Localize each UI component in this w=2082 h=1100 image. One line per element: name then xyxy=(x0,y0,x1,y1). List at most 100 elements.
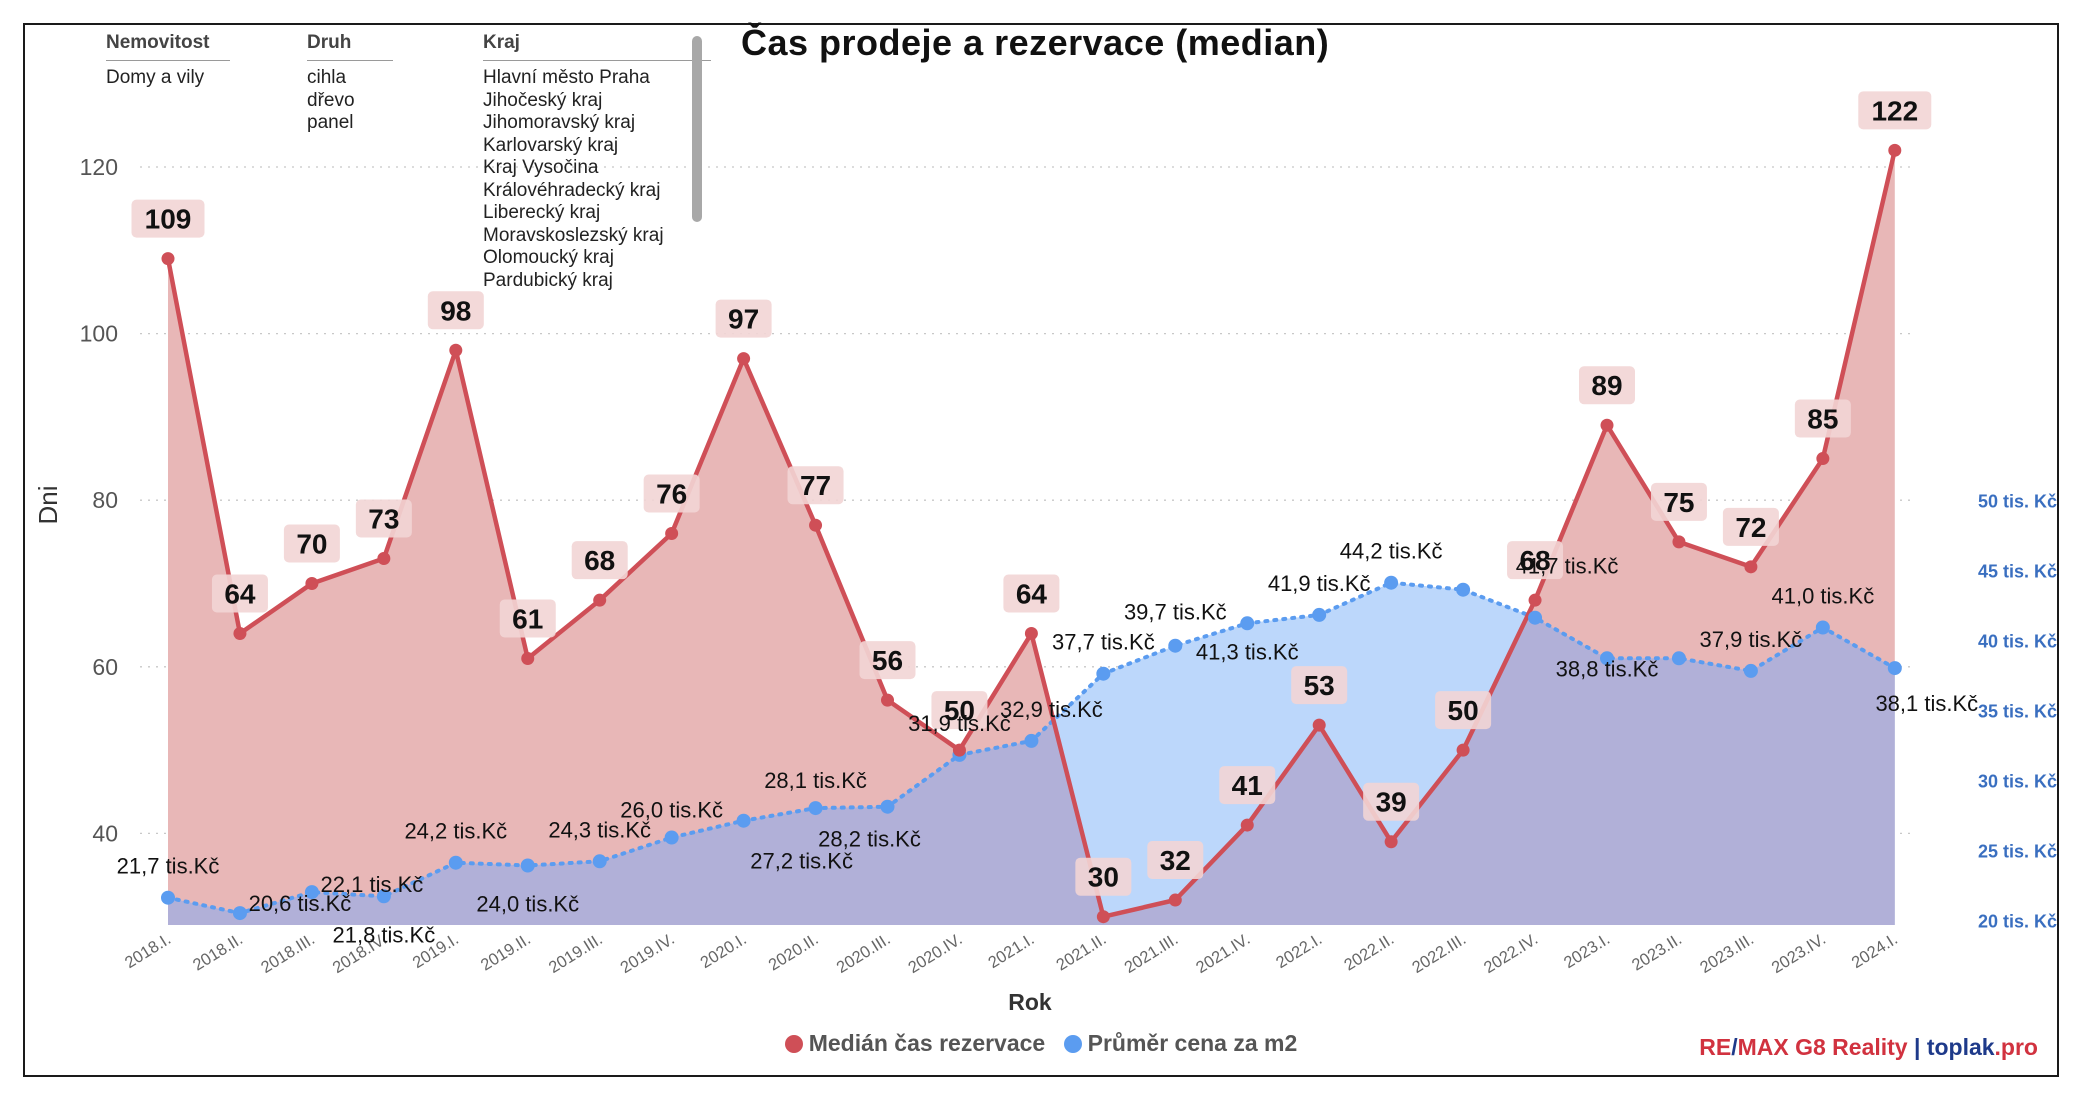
data-label-bg xyxy=(1722,507,1779,546)
brand-pro: .pro xyxy=(1994,1034,2038,1060)
point-cena xyxy=(448,855,463,870)
x-tick-label: 2021.IV. xyxy=(1193,930,1253,977)
brand-re: RE xyxy=(1699,1034,1732,1060)
point-rezervace xyxy=(1096,910,1110,924)
data-label-rezervace: 85 xyxy=(1807,404,1838,435)
data-label-bg xyxy=(1507,541,1564,580)
x-tick-label: 2020.I. xyxy=(697,930,749,972)
data-label-rezervace: 72 xyxy=(1735,512,1766,543)
filter-option[interactable]: Kraj Vysočina xyxy=(483,157,599,178)
brand-max: MAX G8 Reality xyxy=(1737,1034,1908,1060)
point-rezervace xyxy=(449,343,463,357)
point-rezervace xyxy=(737,352,751,366)
data-label-rezervace: 98 xyxy=(440,295,471,326)
data-label-bg xyxy=(499,599,556,638)
data-label-rezervace: 32 xyxy=(1160,845,1191,876)
data-label-cena: 41,7 tis.Kč xyxy=(1516,554,1619,579)
filter-option[interactable]: Liberecký kraj xyxy=(483,202,601,223)
filter-option[interactable]: cihla xyxy=(307,67,347,88)
point-cena xyxy=(376,889,391,904)
data-label-cena: 31,9 tis.Kč xyxy=(908,711,1011,736)
point-cena xyxy=(1240,616,1255,631)
x-tick-label: 2022.IV. xyxy=(1481,930,1541,977)
data-label-rezervace: 76 xyxy=(656,479,687,510)
data-label-rezervace: 73 xyxy=(368,504,399,535)
legend-label: Průměr cena za m2 xyxy=(1087,1030,1298,1056)
data-label-cena: 39,7 tis.Kč xyxy=(1124,600,1227,625)
filter-option[interactable]: Jihočeský kraj xyxy=(483,89,603,111)
y-axis-title: Dni xyxy=(33,485,63,524)
data-label-cena: 38,8 tis.Kč xyxy=(1556,656,1659,681)
y-right-tick-label: 40 tis. Kč xyxy=(1978,632,2057,652)
data-label-cena: 28,2 tis.Kč xyxy=(818,827,921,852)
data-label-rezervace: 53 xyxy=(1304,670,1335,701)
point-rezervace xyxy=(952,743,966,757)
data-label-rezervace: 77 xyxy=(800,470,831,501)
data-label-cena: 37,9 tis.Kč xyxy=(1700,627,1803,652)
point-cena xyxy=(1096,666,1111,681)
data-label-bg xyxy=(283,524,340,563)
data-label-bg xyxy=(427,291,484,330)
filter-option[interactable]: Jihomoravský kraj xyxy=(483,112,636,133)
point-rezervace xyxy=(665,527,679,541)
data-label-cena: 22,1 tis.Kč xyxy=(321,872,424,897)
filter-option[interactable]: Hlavní město Praha xyxy=(483,67,650,88)
point-cena xyxy=(1600,651,1614,666)
x-axis-title: Rok xyxy=(1008,989,1052,1015)
data-label-cena: 21,7 tis.Kč xyxy=(117,854,220,879)
filter-option[interactable]: Královéhradecký kraj xyxy=(483,179,661,201)
data-label-bg xyxy=(931,691,988,730)
legend-item-cena[interactable]: Průměr cena za m2 xyxy=(1063,1030,1298,1057)
data-label-rezervace: 70 xyxy=(296,529,327,560)
x-tick-label: 2018.I. xyxy=(122,930,174,972)
point-rezervace xyxy=(1600,418,1614,432)
x-tick-label: 2020.IV. xyxy=(905,930,965,977)
data-label-cena: 24,0 tis.Kč xyxy=(476,892,579,917)
y-right-tick-label: 45 tis. Kč xyxy=(1978,562,2057,582)
filter-option[interactable]: Moravskoslezský kraj xyxy=(483,224,664,246)
filter-druh[interactable]: Druh cihla dřevo panel xyxy=(307,32,393,135)
x-tick-label: 2021.II. xyxy=(1053,930,1109,974)
point-cena xyxy=(520,858,535,873)
brand-separator: | xyxy=(1907,1034,1927,1060)
brand-toplak: toplak xyxy=(1926,1034,1995,1060)
legend-item-rezervace[interactable]: Medián čas rezervace xyxy=(784,1030,1046,1057)
filter-option[interactable]: Pardubický kraj xyxy=(483,269,613,291)
filter-option[interactable]: dřevo xyxy=(307,89,355,111)
data-label-bg xyxy=(715,299,772,338)
filter-option[interactable]: Domy a vily xyxy=(106,67,205,88)
filter-kraj[interactable]: Kraj Hlavní město Praha Jihočeský kraj J… xyxy=(483,32,711,292)
point-cena xyxy=(161,890,175,905)
chart-title: Čas prodeje a rezervace (median) xyxy=(741,22,1330,63)
y-right-tick-label: 20 tis. Kč xyxy=(1978,912,2057,932)
data-label-bg xyxy=(131,199,205,238)
kraj-scrollbar[interactable] xyxy=(692,36,702,222)
point-cena xyxy=(880,799,895,814)
x-tick-label: 2021.I. xyxy=(985,930,1037,972)
y-left-tick-label: 80 xyxy=(92,487,118,513)
point-rezervace xyxy=(521,651,535,665)
data-label-cena: 41,3 tis.Kč xyxy=(1196,639,1299,664)
filter-nemovitost[interactable]: Nemovitost Domy a vily xyxy=(106,32,230,90)
y-right-tick-label: 25 tis. Kč xyxy=(1978,842,2057,862)
data-label-bg xyxy=(1075,857,1132,896)
filter-option[interactable]: panel xyxy=(307,112,354,133)
legend-marker-blue xyxy=(1063,1034,1082,1053)
legend-label: Medián čas rezervace xyxy=(808,1030,1046,1056)
x-tick-label: 2019.II. xyxy=(478,930,534,974)
point-rezervace xyxy=(1672,535,1686,549)
y-right-tick-label: 35 tis. Kč xyxy=(1978,702,2057,722)
x-tick-label: 2019.IV. xyxy=(617,930,677,977)
data-label-cena: 24,2 tis.Kč xyxy=(404,819,507,844)
data-label-cena: 28,1 tis.Kč xyxy=(764,768,867,793)
data-label-cena: 44,2 tis.Kč xyxy=(1340,539,1443,564)
x-tick-label: 2020.II. xyxy=(765,930,821,974)
filter-option[interactable]: Karlovarský kraj xyxy=(483,134,619,156)
point-rezervace xyxy=(305,577,319,590)
point-cena xyxy=(1312,607,1327,622)
data-label-cena: 37,7 tis.Kč xyxy=(1052,630,1155,655)
x-tick-label: 2022.I. xyxy=(1273,930,1325,972)
data-label-rezervace: 109 xyxy=(145,204,192,235)
filter-option[interactable]: Olomoucký kraj xyxy=(483,247,614,268)
